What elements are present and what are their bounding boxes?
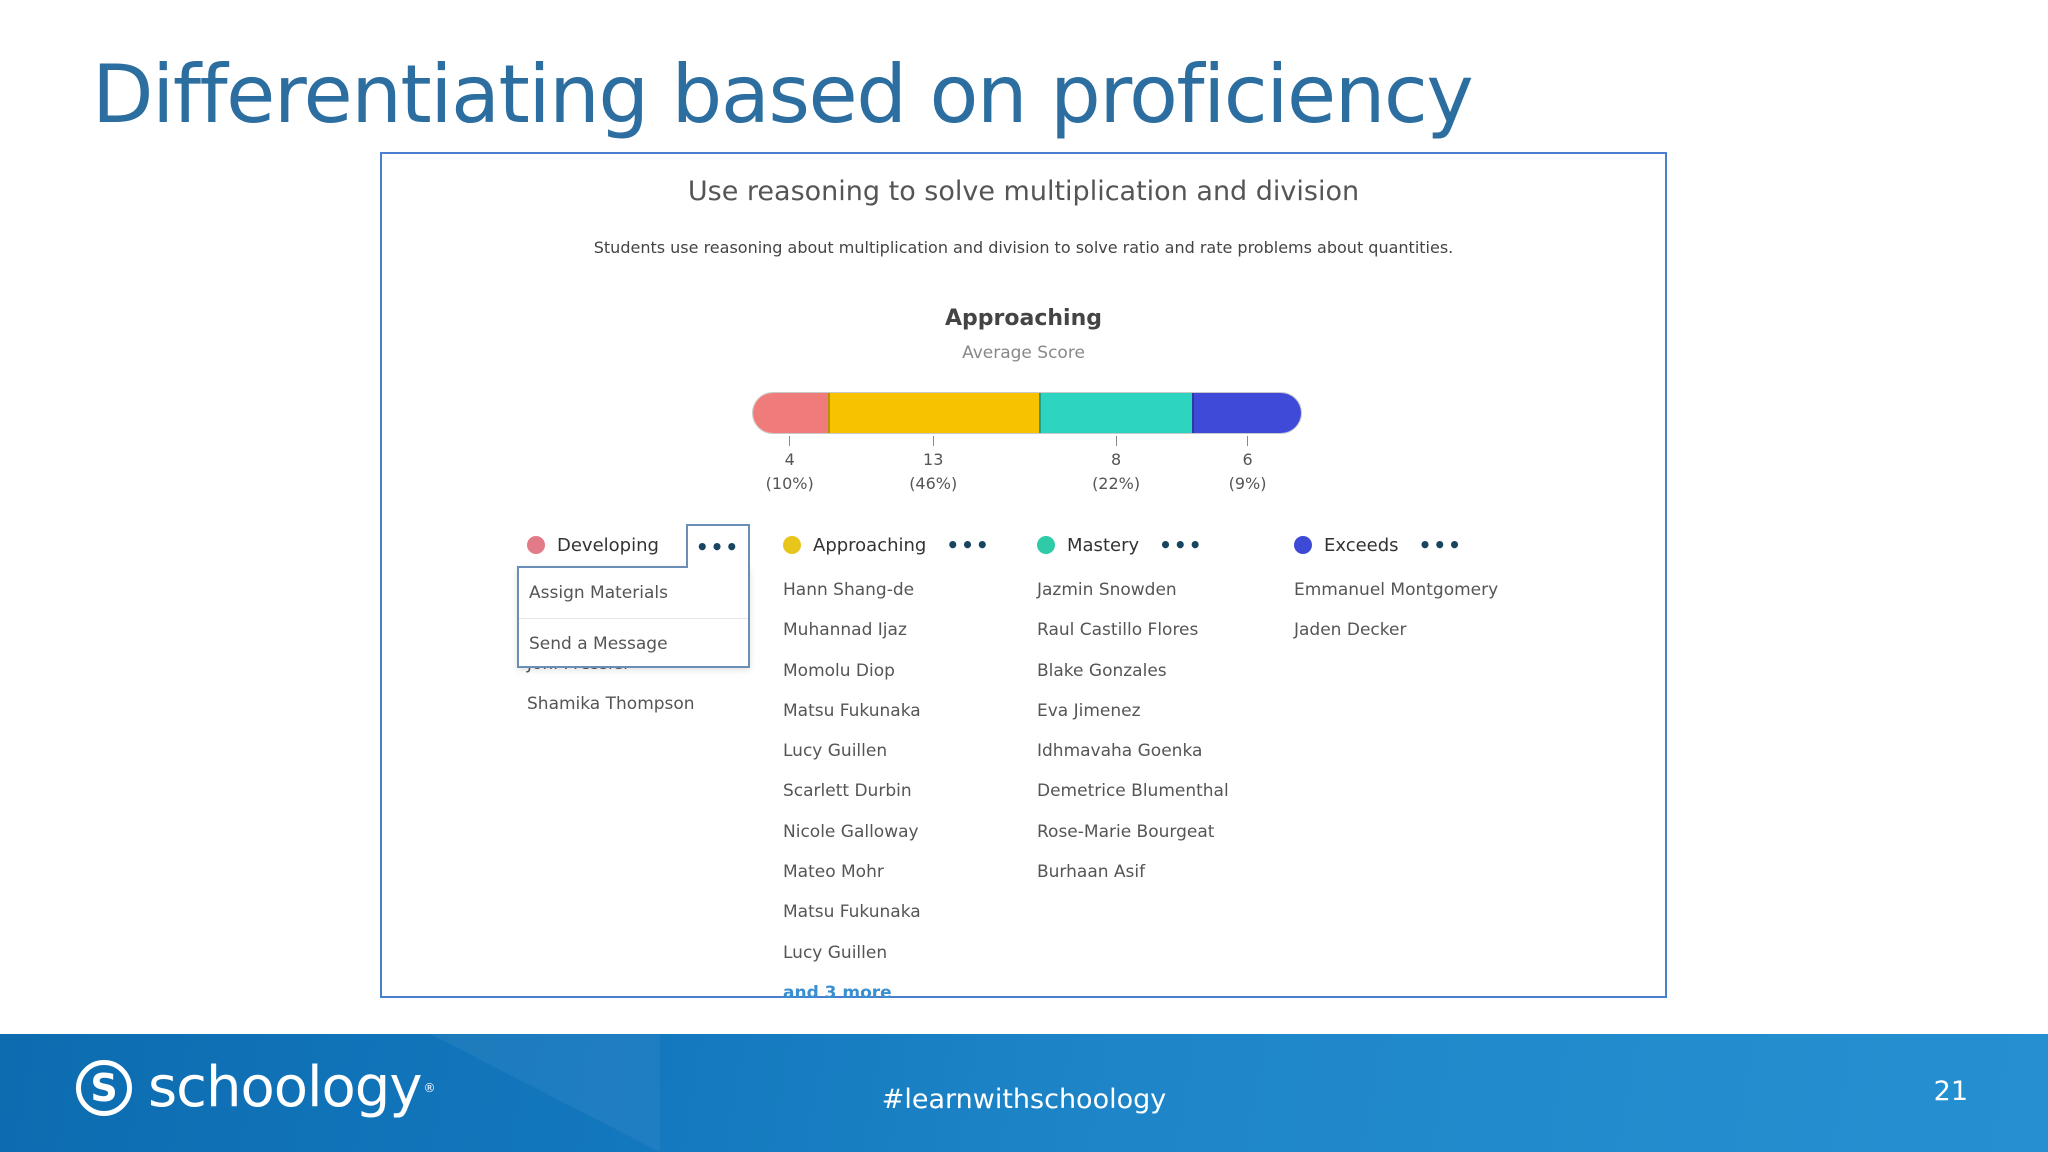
column-label: Exceeds — [1324, 534, 1399, 556]
student-name[interactable]: Emmanuel Montgomery — [1294, 580, 1499, 600]
column-label: Approaching — [813, 534, 927, 556]
average-label: Average Score — [962, 343, 1085, 363]
exceeds-dot-icon — [1294, 536, 1312, 554]
approaching-more-button[interactable]: ••• — [946, 533, 991, 557]
footer-decoration — [430, 1034, 660, 1152]
hashtag: #learnwithschoology — [881, 1084, 1167, 1115]
tick-mastery: 8 (22%) — [1056, 436, 1176, 496]
tick-mark — [1247, 436, 1249, 446]
tick-percent: (22%) — [1092, 474, 1141, 493]
tick-mark — [932, 436, 934, 446]
column-header: Developing — [527, 530, 695, 560]
column-label: Developing — [557, 534, 659, 556]
and-more-link[interactable]: and 3 more — [783, 982, 892, 1003]
logo-text: schoology — [148, 1055, 422, 1120]
tick-percent: (9%) — [1228, 474, 1267, 493]
tick-developing: 4 (10%) — [730, 436, 850, 496]
tick-exceeds: 6 (9%) — [1188, 436, 1308, 496]
tick-count: 8 — [1111, 450, 1122, 469]
mastery-panel: Use reasoning to solve multiplication an… — [380, 152, 1667, 1003]
menu-item-assign-materials[interactable]: Assign Materials — [529, 583, 668, 603]
column-exceeds: Exceeds ••• Emmanuel Montgomery Jaden De… — [1294, 530, 1498, 651]
student-name[interactable]: Eva Jimenez — [1037, 700, 1141, 721]
average-level: Approaching — [945, 306, 1102, 331]
exceeds-more-button[interactable]: ••• — [1418, 533, 1463, 557]
menu-item-send-message[interactable]: Send a Message — [519, 618, 748, 669]
tick-approaching: 13 (46%) — [873, 436, 993, 496]
segment-mastery[interactable] — [1039, 393, 1193, 433]
student-name[interactable]: Rose-Marie Bourgeat — [1037, 821, 1215, 842]
logo-wordmark: schoology ® — [148, 1060, 436, 1116]
column-header: Exceeds ••• — [1294, 530, 1498, 560]
distribution-bar — [752, 392, 1302, 434]
standard-title: Use reasoning to solve multiplication an… — [687, 176, 1360, 207]
registered-mark: ® — [423, 1081, 436, 1095]
tick-mark — [1115, 436, 1117, 446]
student-name[interactable]: Hann Shang-de — [783, 580, 915, 600]
tick-count: 13 — [923, 450, 944, 469]
student-name[interactable]: Matsu Fukunaka — [783, 902, 921, 923]
student-name[interactable]: Shamika Thompson — [527, 694, 695, 715]
segment-approaching[interactable] — [828, 393, 1040, 433]
student-name[interactable]: Momolu Diop — [783, 660, 895, 681]
page-number: 21 — [1933, 1076, 1968, 1107]
footer-banner: S schoology ® #learnwithschoology 21 — [0, 1034, 2048, 1152]
student-name[interactable]: Lucy Guillen — [783, 741, 888, 762]
column-header: Approaching ••• — [783, 530, 991, 560]
developing-more-button[interactable]: ••• — [686, 524, 750, 568]
mastery-more-button[interactable]: ••• — [1159, 533, 1204, 557]
tick-percent: (10%) — [765, 474, 814, 493]
student-name[interactable]: Demetrice Blumenthal — [1037, 781, 1229, 802]
student-name[interactable]: Burhaan Asif — [1037, 862, 1146, 883]
student-name[interactable]: Lucy Guillen — [783, 942, 888, 963]
student-name[interactable]: Jazmin Snowden — [1037, 580, 1177, 600]
column-mastery: Mastery ••• Jazmin Snowden Raul Castillo… — [1037, 530, 1229, 892]
actions-menu: Assign Materials Send a Message — [517, 566, 750, 668]
schoology-logo: S schoology ® — [76, 1060, 436, 1116]
mastery-dot-icon — [1037, 536, 1055, 554]
tick-mark — [789, 436, 791, 446]
student-name[interactable]: Raul Castillo Flores — [1037, 620, 1199, 641]
column-header: Mastery ••• — [1037, 530, 1229, 560]
student-name[interactable]: Idhmavaha Goenka — [1037, 741, 1203, 762]
tick-percent: (46%) — [909, 474, 958, 493]
student-name[interactable]: Jaden Decker — [1294, 620, 1407, 641]
segment-exceeds[interactable] — [1192, 393, 1301, 433]
schoology-s-icon: S — [76, 1060, 132, 1116]
student-name[interactable]: Blake Gonzales — [1037, 660, 1167, 681]
student-name[interactable]: Nicole Galloway — [783, 821, 919, 842]
tick-count: 6 — [1242, 450, 1253, 469]
student-name[interactable]: Muhannad Ijaz — [783, 620, 907, 641]
developing-dot-icon — [527, 536, 545, 554]
tick-count: 4 — [784, 450, 795, 469]
slide-title: Differentiating based on proficiency — [92, 48, 1474, 141]
student-name[interactable]: Matsu Fukunaka — [783, 700, 921, 721]
student-name[interactable]: Scarlett Durbin — [783, 781, 912, 802]
student-name[interactable]: Mateo Mohr — [783, 862, 884, 883]
column-label: Mastery — [1067, 534, 1140, 556]
column-approaching: Approaching ••• Hann Shang-de Muhannad I… — [783, 530, 991, 1013]
standard-description: Students use reasoning about multiplicat… — [593, 238, 1454, 257]
segment-developing[interactable] — [753, 393, 829, 433]
approaching-dot-icon — [783, 536, 801, 554]
